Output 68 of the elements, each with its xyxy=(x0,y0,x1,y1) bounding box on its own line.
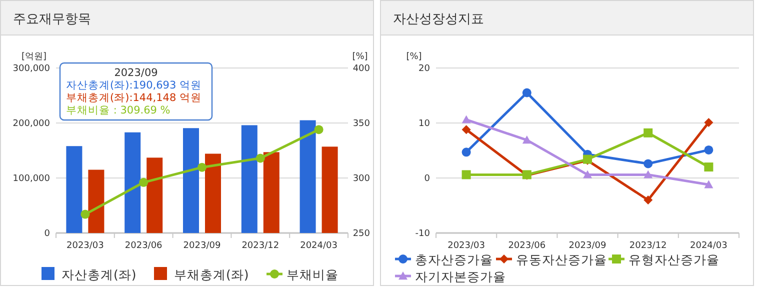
chart-title: 주요재무항목 xyxy=(13,12,91,27)
y-tick-label: 200,000 xyxy=(12,119,50,129)
y2-tick-label: 350 xyxy=(352,119,370,129)
legend-label: 자기자본증가율 xyxy=(415,269,506,284)
x-tick-label: 2023/12 xyxy=(629,241,667,251)
point xyxy=(644,159,653,168)
point xyxy=(462,115,471,124)
legend-label: 부채비율 xyxy=(286,267,338,282)
y-tick-label: -10 xyxy=(415,229,430,239)
point xyxy=(198,162,206,172)
y-axis-title: [%] xyxy=(406,52,422,62)
bar xyxy=(146,158,163,233)
bar xyxy=(241,125,258,233)
point xyxy=(704,118,714,127)
y-tick-label: 0 xyxy=(44,229,50,239)
point xyxy=(522,136,532,144)
x-tick-label: 2023/06 xyxy=(508,241,546,251)
point xyxy=(583,170,592,178)
annotation: 부채총계(좌):144,148 억원 xyxy=(66,92,202,104)
y-tick-label: 10 xyxy=(418,119,430,129)
x-tick-label: 2023/03 xyxy=(448,241,485,251)
y-tick-label: 20 xyxy=(418,64,430,74)
point xyxy=(256,154,265,163)
point xyxy=(462,170,471,180)
y2-tick-label: 400 xyxy=(352,64,370,74)
bar xyxy=(183,128,199,233)
point xyxy=(704,180,714,188)
legend-label: 유형자산증가율 xyxy=(628,252,720,267)
point xyxy=(314,125,324,134)
y2-axis-title: [%] xyxy=(352,52,368,62)
point xyxy=(644,170,653,178)
point xyxy=(704,145,714,154)
chart-title: 자산성장성지표 xyxy=(393,12,484,27)
point xyxy=(704,162,714,172)
legend-label: 부채총계(좌) xyxy=(174,267,249,282)
y2-tick-label: 300 xyxy=(352,174,370,184)
x-tick-label: 2023/03 xyxy=(66,241,104,251)
bar xyxy=(322,146,338,233)
annotation: 부채비율 : 309.69 % xyxy=(66,104,170,116)
bar xyxy=(205,154,221,233)
point xyxy=(139,178,148,187)
point xyxy=(522,88,532,98)
y2-tick-label: 250 xyxy=(352,229,370,239)
point xyxy=(462,125,471,134)
legend-label: 유동자산증가율 xyxy=(516,252,607,267)
point xyxy=(462,148,471,157)
point xyxy=(644,128,653,138)
x-tick-label: 2023/12 xyxy=(242,241,280,251)
bar xyxy=(66,146,82,233)
x-tick-label: 2023/09 xyxy=(183,241,221,251)
bar xyxy=(263,152,280,233)
annotation: 자산총계(좌):190,693 억원 xyxy=(66,80,202,92)
bar xyxy=(124,132,141,233)
x-tick-label: 2024/03 xyxy=(690,241,728,251)
bar xyxy=(88,170,104,233)
y-tick-label: 0 xyxy=(424,174,430,184)
legend-label: 총자산증가율 xyxy=(415,252,493,267)
point xyxy=(644,196,653,204)
legend-label: 자산총계(좌) xyxy=(62,267,136,282)
x-tick-label: 2023/06 xyxy=(124,241,163,251)
x-tick-label: 2024/03 xyxy=(300,241,338,251)
bar xyxy=(300,120,316,233)
point xyxy=(80,210,90,219)
y-axis-title: [억원] xyxy=(21,52,47,62)
annotation: 2023/09 xyxy=(114,67,158,79)
x-tick-label: 2023/09 xyxy=(568,241,606,251)
y-tick-label: 100,000 xyxy=(12,174,50,184)
y-tick-label: 300,000 xyxy=(12,64,50,74)
